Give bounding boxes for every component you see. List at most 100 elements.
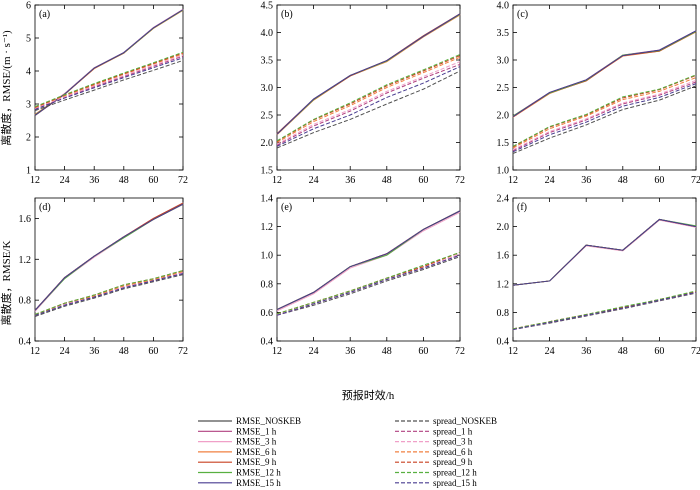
legend-label: RMSE_3 h: [236, 437, 277, 447]
x-tick-label: 48: [119, 346, 129, 357]
series-line-spread_15h: [34, 57, 184, 111]
y-tick-label: 2.5: [497, 83, 510, 94]
series-line-spread_12h: [276, 54, 461, 142]
x-tick-label: 12: [508, 175, 518, 186]
panel-label: (d): [39, 202, 51, 213]
y-tick-label: 0.4: [261, 337, 274, 348]
series-line-spread_6h: [34, 271, 184, 316]
y-tick-label: 2.4: [497, 194, 510, 205]
y-tick-label: 3.5: [261, 56, 274, 67]
series-line-spread_15h: [276, 66, 461, 147]
series-line-spread_6h: [512, 77, 697, 149]
series-line-spread_12h: [276, 251, 461, 315]
y-tick-label: 4.0: [261, 28, 274, 39]
series-line-rmse_noskeb: [34, 203, 184, 311]
x-tick-label: 60: [148, 175, 158, 186]
y-tick-label: 1.6: [19, 214, 32, 225]
panel-b: 12 24 36 48 60 72 1.5 2.0 2.5 3.0 3.5 4.0 4.5 (b): [261, 1, 466, 187]
legend-label: spread_3 h: [433, 437, 473, 447]
y-tick-label: 1.0: [497, 166, 510, 177]
x-tick-label: 24: [545, 175, 555, 186]
series-line-rmse_1h: [512, 218, 697, 286]
y-tick-label: 0.4: [19, 337, 32, 348]
series-line-spread_3h: [276, 61, 461, 145]
y-tick-label: 3.0: [497, 56, 510, 67]
plot-frame: [512, 197, 697, 342]
series-line-spread_9h: [276, 55, 461, 142]
panel-d: 12 24 36 48 60 72 0.4 0.8 1.2 1.6 (d): [19, 197, 188, 357]
y-tick-label: 3: [26, 100, 31, 111]
series-line-spread_3h: [34, 272, 184, 316]
y-tick-label: 2.0: [261, 138, 274, 149]
y-axis-title-top: 离散度，RMSE/(m · s⁻¹): [0, 30, 13, 146]
series-line-spread_3h: [512, 79, 697, 151]
series-line-spread_9h: [34, 270, 184, 315]
y-tick-label: 0.4: [497, 337, 510, 348]
series-line-spread_noskeb: [34, 59, 184, 112]
y-tick-label: 1.0: [261, 251, 274, 262]
x-tick-label: 24: [60, 175, 70, 186]
y-tick-label: 5: [26, 34, 31, 45]
series-line-spread_1h: [34, 55, 184, 110]
series-line-rmse_3h: [276, 211, 461, 312]
series-line-rmse_12h: [34, 203, 184, 311]
series-line-spread_9h: [512, 74, 697, 148]
legend-label: spread_NOSKEB: [433, 416, 497, 426]
x-tick-label: 12: [272, 175, 282, 186]
x-tick-label: 72: [178, 346, 188, 357]
series-line-rmse_6h: [512, 218, 697, 286]
series-line-spread_1h: [512, 81, 697, 152]
x-tick-label: 60: [418, 346, 428, 357]
series-line-spread_12h: [34, 51, 184, 108]
series-line-spread_noskeb: [276, 70, 461, 149]
series-line-spread_12h: [34, 270, 184, 315]
y-tick-label: 2.0: [497, 222, 510, 233]
panel-e: 12 24 36 48 60 72 0.4 0.6 0.8 1.0 1.2 1.4 (e): [261, 194, 466, 358]
series-line-spread_15h: [34, 273, 184, 316]
series-line-rmse_9h: [34, 202, 184, 311]
series-line-spread_15h: [276, 254, 461, 316]
plot-frame: [34, 4, 184, 171]
x-axis-title-middle: 预报时效/h: [342, 388, 395, 402]
series-line-rmse_9h: [512, 218, 697, 286]
y-tick-label: 0.8: [19, 296, 32, 307]
y-axis-title-bottom: 离散度，RMSE/K: [0, 240, 13, 325]
y-tick-label: 1.5: [261, 166, 274, 177]
y-tick-label: 3.0: [261, 83, 274, 94]
y-tick-label: 6: [26, 1, 31, 12]
series-line-spread_3h: [34, 54, 184, 109]
series-line-spread_noskeb: [276, 256, 461, 316]
y-tick-label: 1.4: [261, 194, 274, 205]
x-tick-label: 72: [691, 175, 700, 186]
series-line-rmse_1h: [512, 30, 697, 117]
x-tick-label: 72: [178, 175, 188, 186]
legend-label: RMSE_1 h: [236, 426, 277, 436]
x-tick-label: 60: [654, 175, 664, 186]
plot-frame: [512, 4, 697, 171]
x-tick-label: 60: [654, 346, 664, 357]
x-tick-label: 48: [618, 346, 628, 357]
y-tick-label: 4.0: [497, 1, 510, 12]
x-tick-label: 12: [30, 175, 40, 186]
x-tick-label: 72: [455, 346, 465, 357]
panel-f: 12 24 36 48 60 72 0.4 0.8 1.2 1.6 2.0 2.4 (f): [497, 194, 700, 358]
x-tick-label: 72: [691, 346, 700, 357]
x-tick-label: 12: [30, 346, 40, 357]
y-tick-label: 2.0: [497, 111, 510, 122]
series-line-rmse_15h: [512, 30, 697, 118]
y-tick-label: 1.2: [19, 255, 32, 266]
legend-label: spread_6 h: [433, 447, 473, 457]
y-tick-label: 1.2: [261, 222, 274, 233]
series-line-spread_15h: [512, 83, 697, 153]
series-line-rmse_3h: [512, 30, 697, 118]
series-line-spread_12h: [512, 74, 697, 147]
legend-label: RMSE_12 h: [236, 468, 281, 478]
plot-frame: [276, 197, 461, 342]
x-tick-label: 48: [618, 175, 628, 186]
plot-frame: [34, 197, 184, 342]
y-tick-label: 2.5: [261, 111, 274, 122]
panel-c: 12 24 36 48 60 72 1.0 1.5 2.0 2.5 3.0 3.5 4.0 (c): [497, 1, 700, 187]
